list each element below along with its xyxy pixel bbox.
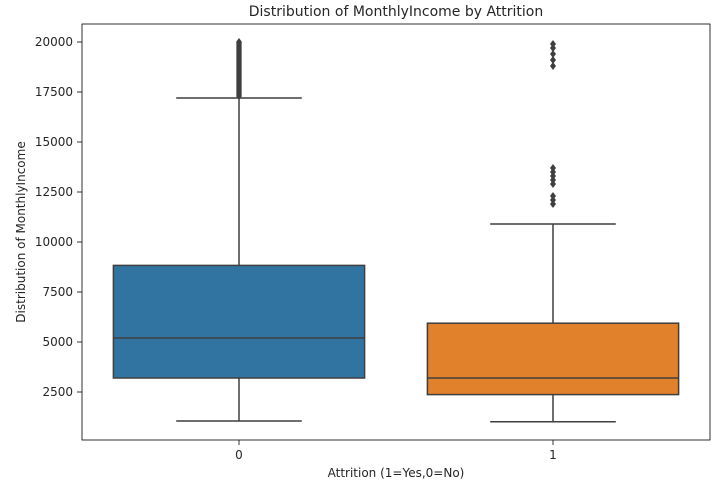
- y-tick-label: 7500: [42, 285, 73, 299]
- outlier-point: [550, 164, 556, 172]
- y-tick-label: 2500: [42, 385, 73, 399]
- y-axis: 2500 5000 7500 10000 12500 15000 17500 20000: [35, 35, 82, 399]
- box-group-1: [426, 40, 680, 423]
- plot-area: [112, 38, 680, 423]
- axes-frame: [81, 23, 711, 441]
- y-tick-label: 17500: [35, 85, 73, 99]
- y-tick-label: 15000: [35, 135, 73, 149]
- y-axis-label: Distribution of MonthlyIncome: [14, 141, 28, 322]
- y-tick-label: 20000: [35, 35, 73, 49]
- y-tick-label: 10000: [35, 235, 73, 249]
- x-tick-label: 0: [235, 448, 243, 462]
- outlier-point: [550, 62, 556, 70]
- x-axis-label: Attrition (1=Yes,0=No): [328, 466, 465, 480]
- iqr-box: [426, 322, 680, 396]
- y-tick-label: 5000: [42, 335, 73, 349]
- outlier-point: [550, 192, 556, 200]
- outlier-point: [550, 50, 556, 58]
- outlier-point: [550, 56, 556, 64]
- x-tick-label: 1: [549, 448, 557, 462]
- y-tick-label: 12500: [35, 185, 73, 199]
- box-group-0: [112, 38, 366, 422]
- chart-title: Distribution of MonthlyIncome by Attriti…: [249, 4, 544, 20]
- iqr-box: [112, 264, 366, 379]
- outlier-point: [550, 40, 556, 48]
- outlier-point: [236, 38, 242, 46]
